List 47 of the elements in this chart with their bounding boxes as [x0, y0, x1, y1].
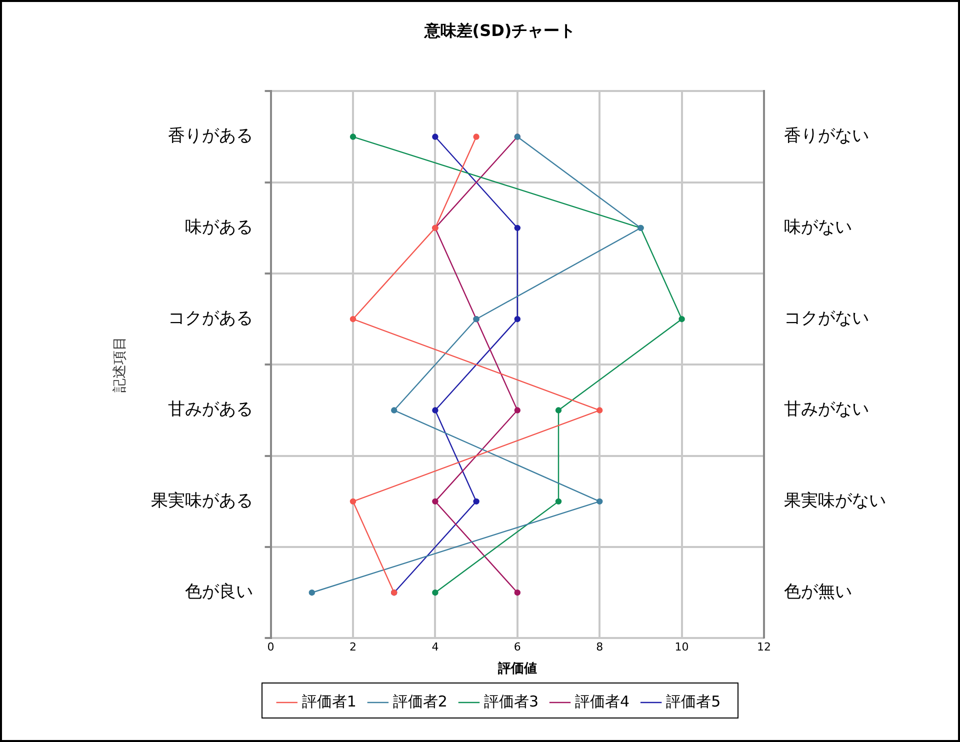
point: [514, 407, 520, 414]
y2-tick-label: コクがない: [784, 308, 869, 329]
legend-label: 評価者4: [575, 692, 630, 710]
x-tick-label: 0: [267, 640, 274, 654]
y2-tick-label: 味がない: [784, 217, 852, 238]
y-tick-label: 香りがある: [168, 126, 253, 146]
point: [514, 316, 520, 322]
point: [308, 590, 315, 596]
x-tick-label: 10: [674, 640, 689, 654]
point: [596, 407, 603, 414]
x-tick-label: 8: [596, 640, 604, 654]
y2-tick-label: 果実味がない: [784, 490, 886, 511]
legend-label: 評価者5: [666, 692, 721, 710]
y2-tick-label: 香りがない: [784, 126, 869, 146]
y-axis-title: 記述項目: [112, 336, 128, 393]
point: [473, 498, 480, 505]
legend-label: 評価者2: [392, 692, 448, 710]
y-tick-label: 甘みがある: [168, 400, 253, 420]
x-tick-label: 2: [350, 640, 356, 654]
y-tick-label: コクがある: [168, 308, 253, 329]
point: [350, 316, 356, 322]
y2-tick-label: 甘みがない: [784, 400, 869, 420]
point: [514, 224, 520, 232]
x-axis-title: 評価値: [496, 660, 537, 677]
legend-label: 評価者1: [302, 692, 356, 710]
point: [350, 134, 356, 140]
y-tick-label: 味がある: [184, 217, 253, 238]
point: [432, 134, 438, 140]
chart-title: 意味差(SD)チャート: [423, 20, 576, 40]
point: [350, 498, 356, 505]
point: [555, 407, 562, 414]
point: [432, 498, 438, 505]
point: [432, 407, 438, 414]
point: [555, 498, 562, 505]
x-tick-label: 6: [514, 640, 521, 654]
y-tick-label: 色が良い: [184, 582, 253, 602]
point: [473, 134, 480, 140]
point: [678, 316, 685, 322]
point: [596, 498, 603, 505]
x-tick-label: 12: [757, 640, 771, 654]
y2-tick-label: 色が無い: [784, 582, 852, 602]
x-tick-label: 4: [432, 640, 439, 654]
legend-label: 評価者3: [484, 692, 539, 710]
point: [514, 590, 520, 596]
point: [432, 590, 438, 596]
y-tick-label: 果実味がある: [150, 490, 253, 511]
point: [391, 407, 398, 414]
